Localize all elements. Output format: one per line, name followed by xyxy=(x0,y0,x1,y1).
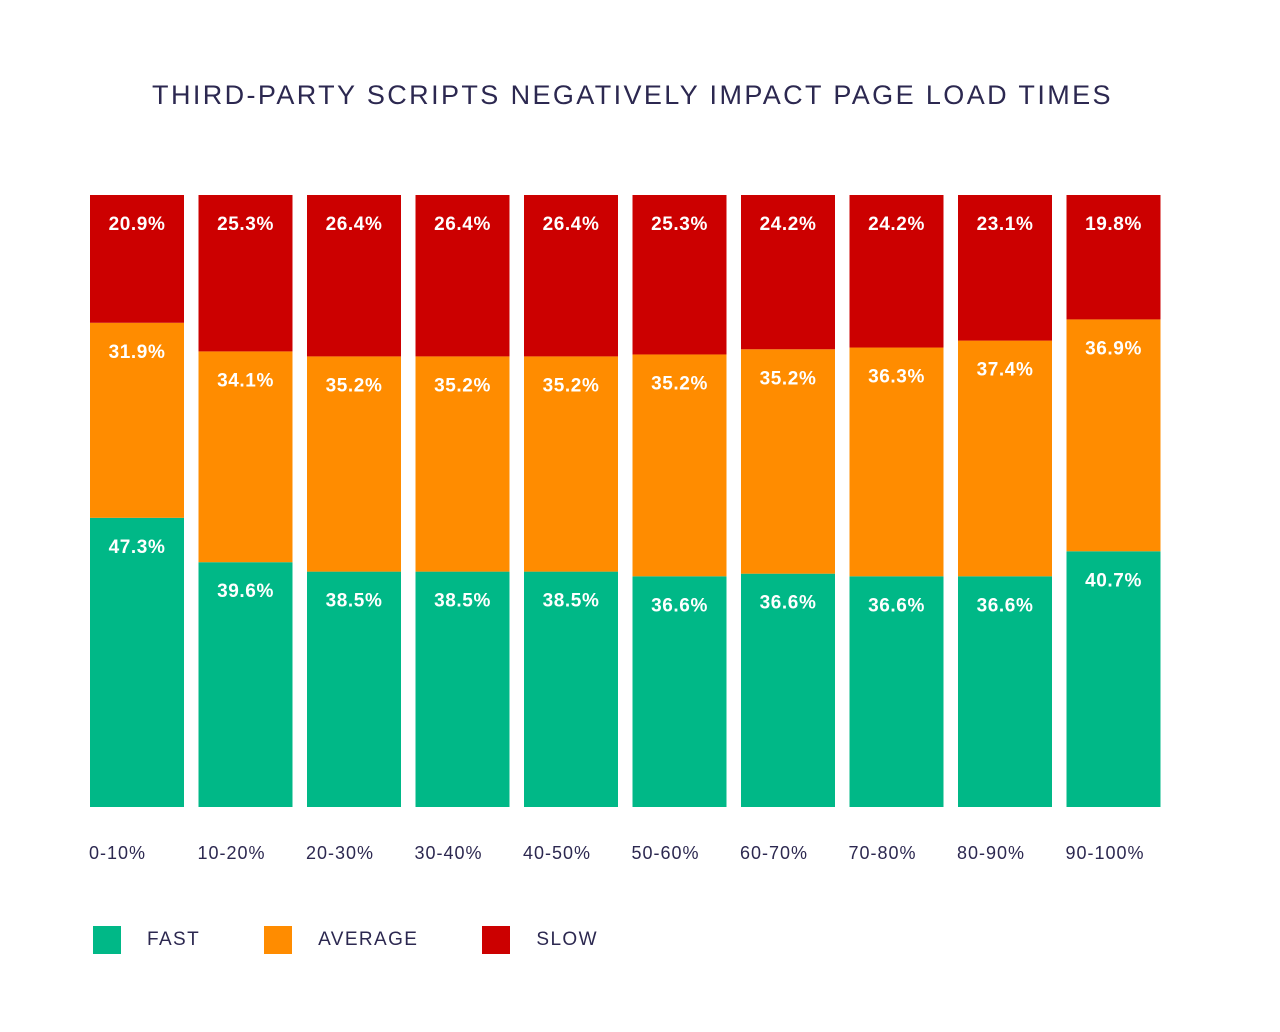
legend-swatch-slow xyxy=(482,926,511,954)
bar-segment-average xyxy=(632,354,727,577)
data-label-fast: 39.6% xyxy=(217,581,274,602)
x-tick-label: 80-90% xyxy=(957,843,1025,863)
chart-title: THIRD-PARTY SCRIPTS NEGATIVELY IMPACT PA… xyxy=(152,80,1113,110)
bar-segment-slow xyxy=(632,195,727,355)
bar-segment-slow xyxy=(415,195,510,357)
data-label-slow: 24.2% xyxy=(868,214,925,235)
x-tick-label: 0-10% xyxy=(89,843,146,863)
bar-segment-fast xyxy=(1066,551,1161,807)
bar-segment-fast xyxy=(90,517,184,807)
bar-segment-fast xyxy=(524,571,618,807)
bar-segment-slow xyxy=(958,195,1052,341)
bar-segment-average xyxy=(849,347,944,577)
legend-item-average: AVERAGE xyxy=(264,926,418,954)
data-label-slow: 19.8% xyxy=(1085,214,1142,235)
data-label-slow: 26.4% xyxy=(326,214,383,235)
bar-segment-fast xyxy=(198,562,293,807)
bar-segment-slow xyxy=(307,195,401,357)
legend-item-fast: FAST xyxy=(93,926,200,954)
legend-item-slow: SLOW xyxy=(482,926,598,954)
bar-segment-fast xyxy=(415,571,510,807)
bar-segment-fast xyxy=(849,576,944,807)
x-tick-label: 50-60% xyxy=(632,843,700,863)
bar-segment-average xyxy=(958,340,1052,577)
stacked-bar-chart: 47.3% 31.9% 20.9% 0-10% 39.6% 34.1% 25.3% 10-20… xyxy=(89,195,1161,863)
data-label-slow: 25.3% xyxy=(651,214,708,235)
bar-segment-average xyxy=(307,356,401,572)
x-tick-label: 10-20% xyxy=(198,843,266,863)
bar-segment-slow xyxy=(849,195,944,348)
x-tick-label: 70-80% xyxy=(849,843,917,863)
bar-segment-slow xyxy=(741,195,835,350)
x-tick-label: 60-70% xyxy=(740,843,808,863)
bar-segment-slow xyxy=(198,195,293,352)
legend-swatch-average xyxy=(264,926,293,954)
bar-segment-average xyxy=(524,356,618,572)
bar-segment-slow xyxy=(524,195,618,357)
legend-label-slow: SLOW xyxy=(536,929,598,950)
data-label-average: 35.2% xyxy=(434,375,491,396)
data-label-average: 35.2% xyxy=(543,375,600,396)
x-tick-label: 40-50% xyxy=(523,843,591,863)
data-label-fast: 36.6% xyxy=(977,595,1034,616)
data-label-fast: 36.6% xyxy=(760,593,817,614)
x-tick-label: 90-100% xyxy=(1066,843,1145,863)
data-label-average: 35.2% xyxy=(651,373,708,394)
bar-segment-fast xyxy=(741,573,835,807)
data-label-fast: 47.3% xyxy=(109,537,166,558)
data-label-average: 34.1% xyxy=(217,370,274,391)
bar-segment-fast xyxy=(958,576,1052,807)
data-label-fast: 40.7% xyxy=(1085,570,1142,591)
x-tick-label: 30-40% xyxy=(415,843,483,863)
data-label-slow: 23.1% xyxy=(977,214,1034,235)
x-tick-label: 20-30% xyxy=(306,843,374,863)
bar-segment-average xyxy=(741,349,835,574)
data-label-fast: 38.5% xyxy=(326,591,383,612)
bar-segment-slow xyxy=(1066,195,1161,320)
data-label-average: 37.4% xyxy=(977,360,1034,381)
bar-segment-average xyxy=(1066,319,1161,552)
data-label-slow: 20.9% xyxy=(109,214,166,235)
data-label-average: 36.9% xyxy=(1085,338,1142,359)
data-label-slow: 24.2% xyxy=(760,214,817,235)
data-label-fast: 36.6% xyxy=(651,595,708,616)
legend-label-average: AVERAGE xyxy=(318,929,419,950)
data-label-slow: 25.3% xyxy=(217,214,274,235)
data-label-slow: 26.4% xyxy=(434,214,491,235)
bar-segment-average xyxy=(415,356,510,572)
bar-segment-average xyxy=(90,322,184,518)
data-label-slow: 26.4% xyxy=(543,214,600,235)
data-label-average: 36.3% xyxy=(868,367,925,388)
bar-segment-fast xyxy=(632,576,727,807)
data-label-average: 31.9% xyxy=(109,342,166,363)
data-label-fast: 36.6% xyxy=(868,595,925,616)
data-label-average: 35.2% xyxy=(326,375,383,396)
data-label-fast: 38.5% xyxy=(434,591,491,612)
data-label-fast: 38.5% xyxy=(543,591,600,612)
bar-segment-fast xyxy=(307,571,401,807)
bar-segment-slow xyxy=(90,195,184,323)
legend: FAST AVERAGE SLOW xyxy=(93,926,662,954)
data-label-average: 35.2% xyxy=(760,368,817,389)
bar-segment-average xyxy=(198,351,293,563)
legend-label-fast: FAST xyxy=(147,929,201,950)
legend-swatch-fast xyxy=(93,926,121,954)
